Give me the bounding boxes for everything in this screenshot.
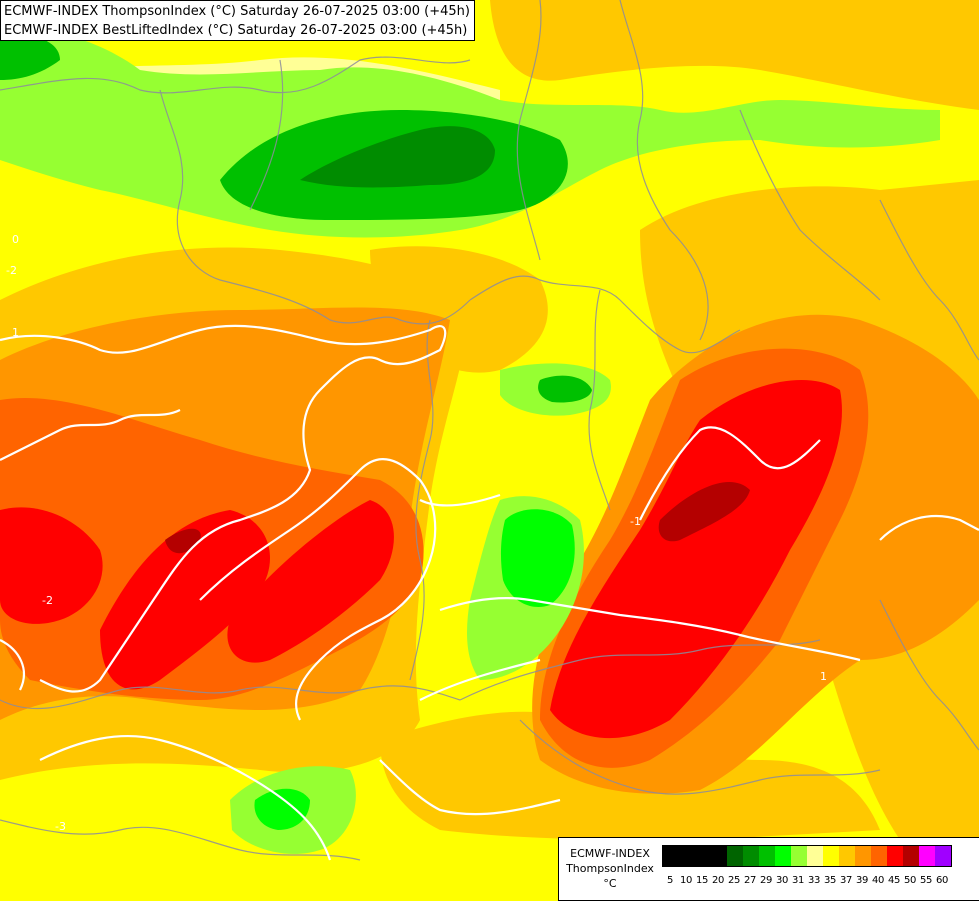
legend-swatch [903,846,919,866]
contour-27-south [254,788,310,830]
legend-swatch [935,846,951,866]
legend-tick: 31 [791,875,805,886]
contour-label: 0 [12,233,19,246]
title-line-1: ECMWF-INDEX ThompsonIndex (°C) Saturday … [4,4,470,19]
legend-tick: 20 [711,875,725,886]
contour-45-west-c [227,500,394,663]
legend-tick: 37 [839,875,853,886]
legend-label: ECMWF-INDEX ThompsonIndex °C [562,846,658,891]
contour-45-west-b [100,510,270,690]
legend-swatch [807,846,823,866]
legend-tick: 50 [903,875,917,886]
legend-tick: 39 [855,875,869,886]
legend-tick: 10 [679,875,693,886]
legend-tick: 29 [759,875,773,886]
legend-swatch [871,846,887,866]
legend-swatch [887,846,903,866]
lifted-index-contours [0,324,979,861]
contour-50-east [658,481,750,542]
contour-37-northeast [490,0,979,110]
legend-source: ECMWF-INDEX [570,847,650,860]
legend-tick: 5 [666,875,674,886]
contour-label: -3 [55,820,66,833]
borders [0,0,979,861]
contour-27-central [538,375,592,403]
contour-29-northwest [0,36,60,80]
legend-tick: 55 [919,875,933,886]
legend-swatch [775,846,791,866]
legend-swatch [839,846,855,866]
contour-label: -1 [630,515,641,528]
legend-swatch [791,846,807,866]
legend-swatch [743,846,759,866]
legend-tick: 33 [807,875,821,886]
legend-tick: 15 [695,875,709,886]
contour-label: 1 [12,326,19,339]
legend-color-bar [662,845,952,867]
legend-swatch [695,846,711,866]
contour-25-north [300,126,495,188]
legend-tick: 35 [823,875,837,886]
contour-label: 1 [820,670,827,683]
legend-tick: 30 [775,875,789,886]
legend-swatch [759,846,775,866]
contour-label: -2 [42,594,53,607]
contour-label: -2 [6,264,17,277]
legend-swatch [919,846,935,866]
title-line-2: ECMWF-INDEX BestLiftedIndex (°C) Saturda… [4,23,468,38]
legend-swatch [823,846,839,866]
legend-swatch [663,846,679,866]
color-legend: ECMWF-INDEX ThompsonIndex °C 5 10 15 20 25 27… [558,837,979,901]
legend-swatch [679,846,695,866]
contour-45-east [550,380,842,739]
legend-tick: 60 [935,875,949,886]
legend-tick: 27 [743,875,757,886]
legend-unit: °C [603,877,617,890]
legend-swatch [711,846,727,866]
legend-tick: 45 [887,875,901,886]
contour-27-valley [500,509,575,608]
contour-label-group: 0 -2 1 -1 -2 -3 1 [6,233,827,833]
legend-tick-labels: 5 10 15 20 25 27 29 30 31 33 35 37 39 40 45 50 55 60 [662,875,950,886]
legend-tick: 25 [727,875,741,886]
legend-variable: ThompsonIndex [566,862,654,875]
contour-45-west-a [0,507,103,624]
legend-tick: 40 [871,875,885,886]
legend-swatch [727,846,743,866]
legend-swatch [855,846,871,866]
map-title-box: ECMWF-INDEX ThompsonIndex (°C) Saturday … [0,0,475,41]
